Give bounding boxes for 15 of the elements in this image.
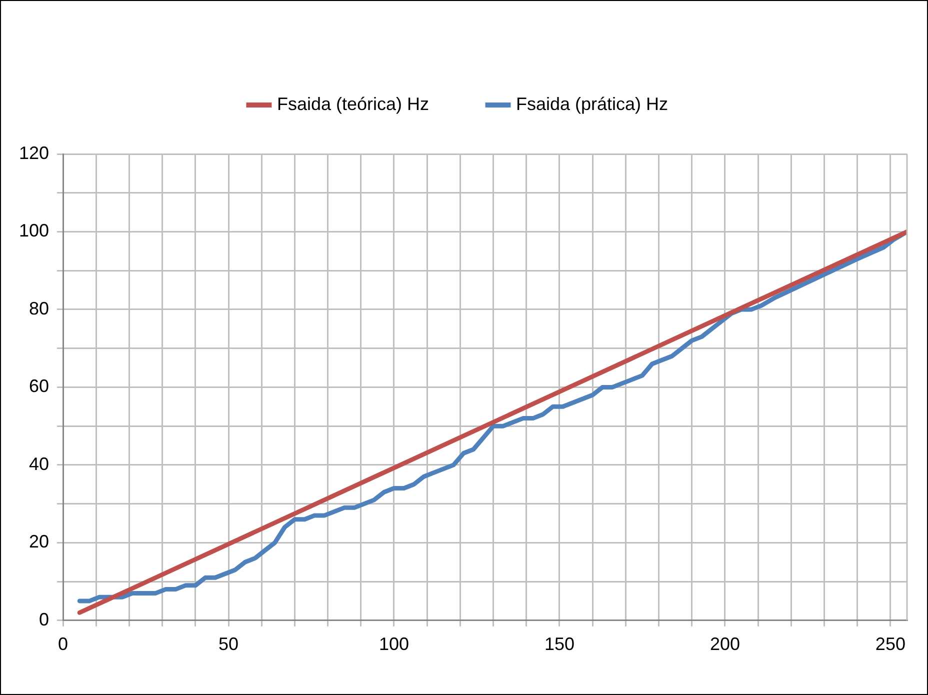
y-tick-label: 60 — [29, 376, 50, 396]
x-tick-label: 200 — [710, 634, 740, 654]
y-tick-label: 120 — [18, 142, 50, 163]
x-tick-label: 0 — [58, 634, 68, 654]
y-tick-label: 40 — [29, 454, 50, 474]
x-tick-label: 150 — [544, 634, 575, 654]
x-tick-label: 100 — [378, 634, 410, 654]
legend-label: Fsaida (teórica) Hz — [276, 94, 430, 114]
y-tick-label: 80 — [29, 298, 50, 318]
x-tick-label: 50 — [218, 634, 239, 654]
y-tick-label: 0 — [39, 609, 50, 630]
y-tick-label: 100 — [18, 220, 50, 241]
y-tick-label: 20 — [29, 532, 50, 552]
x-tick-label: 250 — [875, 634, 906, 654]
legend-label: Fsaida (prática) Hz — [516, 94, 668, 114]
